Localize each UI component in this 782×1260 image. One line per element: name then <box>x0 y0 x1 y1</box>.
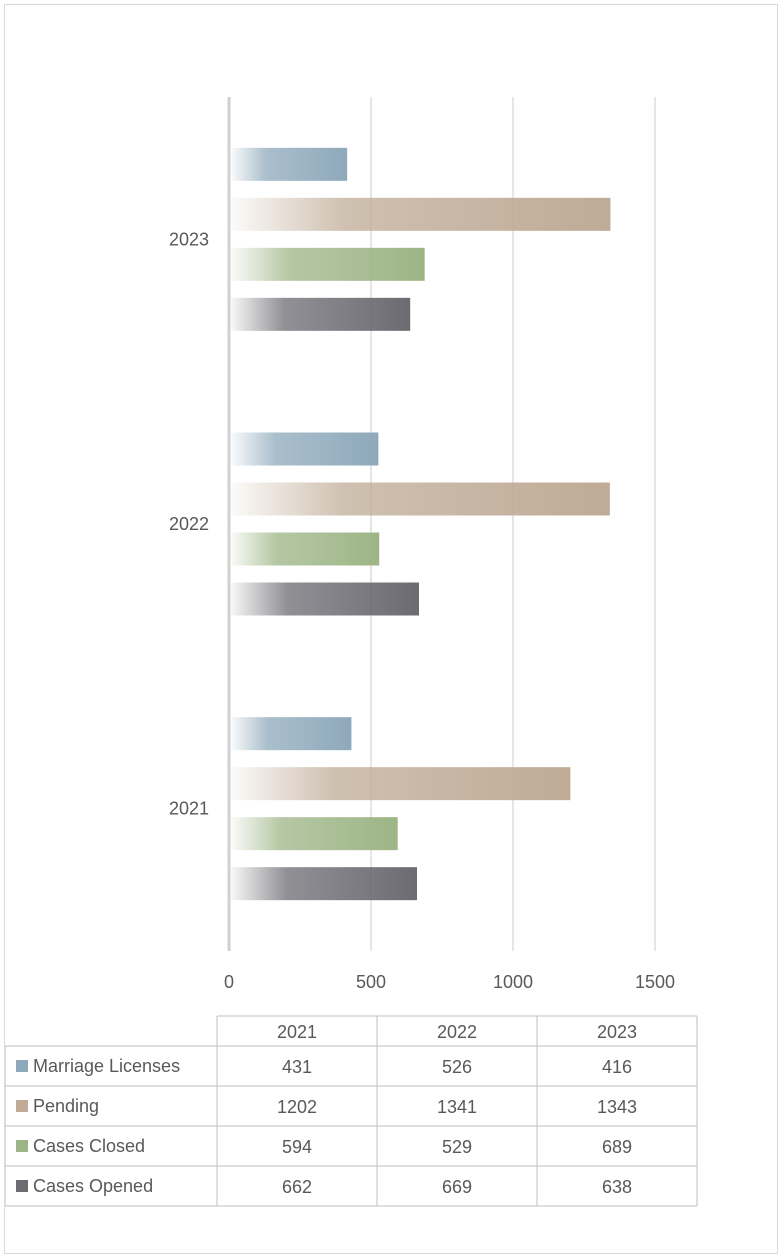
bar-cases-opened-2022 <box>231 582 419 616</box>
bar-chart: 2021 2022 2023 0 500 1000 1500 2021 2022 2023 Ma… <box>4 97 698 1207</box>
bar-marriage-licenses-2022 <box>231 432 379 466</box>
table-cell: 669 <box>442 1177 472 1197</box>
table-cell: 1202 <box>277 1097 317 1117</box>
legend-key-marriage-licenses <box>16 1060 28 1072</box>
series-name: Pending <box>33 1096 99 1116</box>
legend-key-pending <box>16 1100 28 1112</box>
bar-marriage-licenses-2023 <box>231 147 348 181</box>
category-labels: 2021 2022 2023 <box>169 229 209 818</box>
table-cell: 1341 <box>437 1097 477 1117</box>
bar-cases-closed-2023 <box>231 247 425 281</box>
gridlines <box>370 97 656 951</box>
table-cell: 638 <box>602 1177 632 1197</box>
tick-label: 1000 <box>493 972 533 992</box>
bar-cases-opened-2023 <box>231 297 411 331</box>
table-cell: 1343 <box>597 1097 637 1117</box>
table-header: 2022 <box>437 1022 477 1042</box>
table-cell: 594 <box>282 1137 312 1157</box>
chart-frame: 2021 2022 2023 0 500 1000 1500 2021 2022 2023 Ma… <box>4 4 778 1254</box>
tick-label: 500 <box>356 972 386 992</box>
table-cell: 689 <box>602 1137 632 1157</box>
table-cell: 529 <box>442 1137 472 1157</box>
series-name: Cases Opened <box>33 1176 153 1196</box>
category-label: 2021 <box>169 799 209 819</box>
bar-pending-2023 <box>231 197 611 231</box>
bar-pending-2022 <box>231 482 610 516</box>
bar-cases-opened-2021 <box>231 867 418 901</box>
tick-label: 1500 <box>635 972 675 992</box>
bar-cases-closed-2022 <box>231 532 380 566</box>
table-header: 2021 <box>277 1022 317 1042</box>
bars <box>231 147 611 901</box>
table-cell: 431 <box>282 1057 312 1077</box>
table-header: 2023 <box>597 1022 637 1042</box>
table-cell: 662 <box>282 1177 312 1197</box>
bar-marriage-licenses-2021 <box>231 717 352 751</box>
category-label: 2022 <box>169 514 209 534</box>
series-name: Marriage Licenses <box>33 1056 180 1076</box>
table-cell: 526 <box>442 1057 472 1077</box>
tick-label: 0 <box>224 972 234 992</box>
table-cell: 416 <box>602 1057 632 1077</box>
legend-key-cases-closed <box>16 1140 28 1152</box>
series-name: Cases Closed <box>33 1136 145 1156</box>
category-label: 2023 <box>169 229 209 249</box>
legend-key-cases-opened <box>16 1180 28 1192</box>
bar-pending-2021 <box>231 767 571 801</box>
data-table: 2021 2022 2023 Marriage Licenses 431 526 416 Pe… <box>4 1015 698 1207</box>
bar-cases-closed-2021 <box>231 817 398 851</box>
tick-labels: 0 500 1000 1500 <box>224 972 675 992</box>
